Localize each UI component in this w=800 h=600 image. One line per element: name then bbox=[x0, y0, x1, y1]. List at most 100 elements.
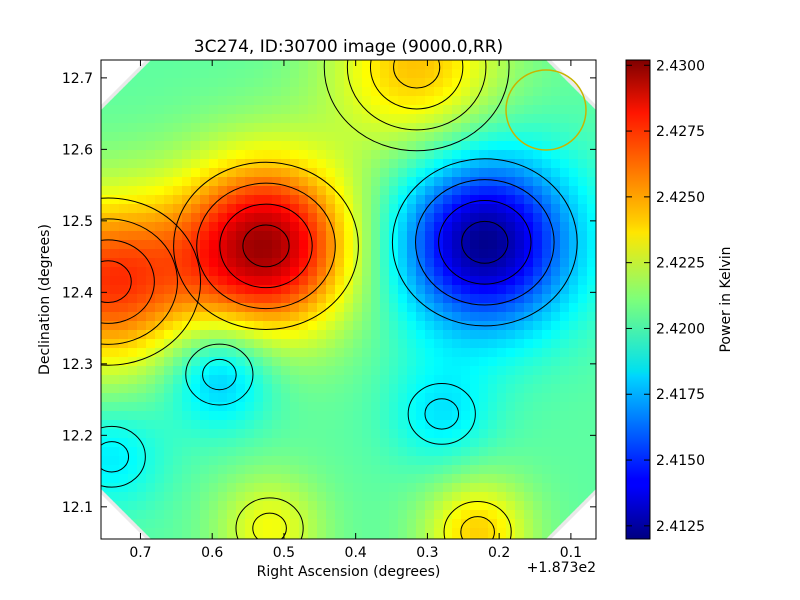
heatmap-cell bbox=[182, 510, 192, 520]
heatmap-cell bbox=[209, 519, 219, 529]
heatmap-cell bbox=[110, 150, 120, 160]
heatmap-cell bbox=[173, 330, 183, 340]
heatmap-cell bbox=[434, 213, 444, 223]
heatmap-cell bbox=[344, 123, 354, 133]
heatmap-cell bbox=[173, 384, 183, 394]
heatmap-cell bbox=[227, 537, 237, 539]
heatmap-cell bbox=[317, 222, 327, 232]
heatmap-cell bbox=[398, 186, 408, 196]
heatmap-cell bbox=[380, 267, 390, 277]
heatmap-cell bbox=[236, 420, 246, 430]
heatmap-cell bbox=[191, 258, 201, 268]
heatmap-cell bbox=[353, 69, 363, 79]
heatmap-cell bbox=[209, 438, 219, 448]
heatmap-cell bbox=[533, 231, 543, 241]
heatmap-cell bbox=[236, 186, 246, 196]
heatmap-cell bbox=[254, 249, 264, 259]
heatmap-cell bbox=[542, 177, 552, 187]
heatmap-cell bbox=[101, 258, 111, 268]
heatmap-cell bbox=[155, 420, 165, 430]
heatmap-cell bbox=[371, 528, 381, 538]
heatmap-cell bbox=[371, 429, 381, 439]
heatmap-cell bbox=[173, 249, 183, 259]
heatmap-cell bbox=[362, 150, 372, 160]
heatmap-cell bbox=[515, 132, 525, 142]
heatmap-cell bbox=[128, 474, 138, 484]
heatmap-cell bbox=[587, 294, 596, 304]
heatmap-cell bbox=[173, 537, 183, 539]
heatmap-cell bbox=[326, 213, 336, 223]
heatmap-cell bbox=[344, 114, 354, 124]
heatmap-cell bbox=[146, 186, 156, 196]
heatmap-cell bbox=[416, 78, 426, 88]
heatmap-cell bbox=[353, 429, 363, 439]
heatmap-cell bbox=[335, 420, 345, 430]
heatmap-cell bbox=[137, 186, 147, 196]
heatmap-cell bbox=[506, 240, 516, 250]
heatmap-cell bbox=[407, 492, 417, 502]
heatmap-cell bbox=[290, 384, 300, 394]
heatmap-cell bbox=[578, 420, 588, 430]
heatmap-cell bbox=[191, 150, 201, 160]
heatmap-cell bbox=[506, 258, 516, 268]
heatmap-cell bbox=[146, 366, 156, 376]
colorbar: 2.41252.41502.41752.42002.42252.42502.42… bbox=[625, 58, 734, 540]
heatmap-cell bbox=[461, 159, 471, 169]
heatmap-cell bbox=[587, 339, 596, 349]
heatmap-cell bbox=[578, 438, 588, 448]
heatmap-cell bbox=[317, 519, 327, 529]
heatmap-cell bbox=[434, 393, 444, 403]
heatmap-cell bbox=[533, 132, 543, 142]
heatmap-cell bbox=[452, 294, 462, 304]
heatmap-cell bbox=[218, 519, 228, 529]
heatmap-cell bbox=[308, 474, 318, 484]
heatmap-cell bbox=[290, 501, 300, 511]
heatmap-cell bbox=[533, 474, 543, 484]
heatmap-cell bbox=[335, 393, 345, 403]
heatmap-cell bbox=[182, 123, 192, 133]
heatmap-cell bbox=[488, 69, 498, 79]
heatmap-cell bbox=[254, 339, 264, 349]
heatmap-cell bbox=[443, 321, 453, 331]
heatmap-cell bbox=[227, 366, 237, 376]
heatmap-cell bbox=[542, 258, 552, 268]
heatmap-cell bbox=[281, 60, 291, 70]
heatmap-cell bbox=[344, 105, 354, 115]
heatmap-cell bbox=[209, 177, 219, 187]
heatmap-cell bbox=[371, 312, 381, 322]
heatmap-cell bbox=[173, 132, 183, 142]
heatmap-cell bbox=[443, 330, 453, 340]
heatmap-cell bbox=[380, 456, 390, 466]
heatmap-cell bbox=[164, 132, 174, 142]
heatmap-cell bbox=[497, 312, 507, 322]
heatmap-cell bbox=[263, 330, 273, 340]
heatmap-cell bbox=[362, 294, 372, 304]
heatmap-cell bbox=[317, 492, 327, 502]
heatmap-cell bbox=[551, 420, 561, 430]
heatmap-cell bbox=[461, 465, 471, 475]
heatmap-cell bbox=[218, 168, 228, 178]
heatmap-cell bbox=[164, 177, 174, 187]
heatmap-cell bbox=[371, 249, 381, 259]
heatmap-cell bbox=[326, 366, 336, 376]
heatmap-cell bbox=[146, 492, 156, 502]
heatmap-cell bbox=[299, 492, 309, 502]
heatmap-cell bbox=[551, 186, 561, 196]
heatmap-cell bbox=[128, 501, 138, 511]
heatmap-cell bbox=[245, 294, 255, 304]
heatmap-cell bbox=[362, 240, 372, 250]
heatmap-cell bbox=[407, 150, 417, 160]
heatmap-cell bbox=[335, 258, 345, 268]
heatmap-cell bbox=[164, 447, 174, 457]
heatmap-cell bbox=[443, 492, 453, 502]
heatmap-cell bbox=[326, 177, 336, 187]
heatmap-cell bbox=[308, 501, 318, 511]
heatmap-cell bbox=[218, 105, 228, 115]
heatmap-cell bbox=[551, 501, 561, 511]
heatmap-cell bbox=[380, 195, 390, 205]
heatmap-cell bbox=[272, 357, 282, 367]
heatmap-cell bbox=[137, 294, 147, 304]
heatmap-cell bbox=[173, 321, 183, 331]
heatmap-cell bbox=[290, 60, 300, 70]
heatmap-cell bbox=[380, 231, 390, 241]
